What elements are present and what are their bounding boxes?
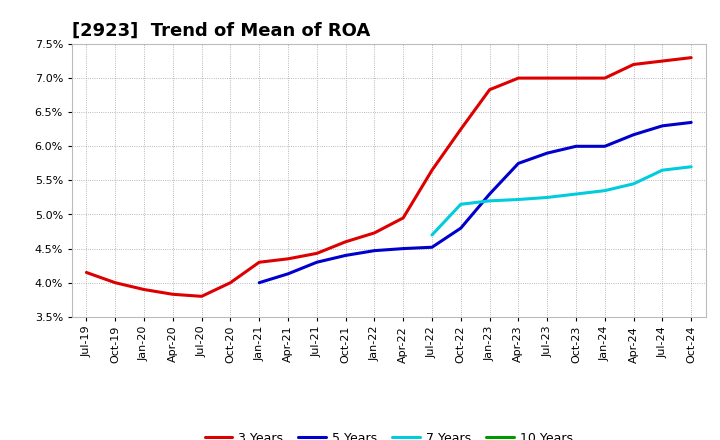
3 Years [572,76,580,81]
3 Years [370,230,379,235]
3 Years [428,168,436,173]
3 Years [226,280,235,286]
3 Years [456,127,465,132]
3 Years [111,280,120,286]
5 Years [514,161,523,166]
5 Years [370,248,379,253]
3 Years [312,251,321,256]
5 Years [485,191,494,197]
7 Years [600,188,609,193]
3 Years [658,59,667,64]
3 Years [341,239,350,245]
7 Years [428,232,436,238]
3 Years [197,294,206,299]
Line: 3 Years: 3 Years [86,58,691,297]
3 Years [255,260,264,265]
3 Years [168,292,177,297]
3 Years [514,76,523,81]
3 Years [140,287,148,292]
Legend: 3 Years, 5 Years, 7 Years, 10 Years: 3 Years, 5 Years, 7 Years, 10 Years [199,427,578,440]
7 Years [514,197,523,202]
3 Years [687,55,696,60]
Line: 5 Years: 5 Years [259,122,691,283]
Text: [2923]  Trend of Mean of ROA: [2923] Trend of Mean of ROA [72,22,370,40]
7 Years [629,181,638,187]
5 Years [284,271,292,276]
5 Years [312,260,321,265]
5 Years [629,132,638,137]
5 Years [658,123,667,128]
5 Years [399,246,408,251]
7 Years [543,195,552,200]
3 Years [543,76,552,81]
7 Years [456,202,465,207]
3 Years [82,270,91,275]
3 Years [629,62,638,67]
3 Years [485,87,494,92]
7 Years [485,198,494,203]
3 Years [284,256,292,261]
5 Years [341,253,350,258]
5 Years [687,120,696,125]
5 Years [600,143,609,149]
7 Years [658,168,667,173]
5 Years [255,280,264,286]
3 Years [600,76,609,81]
7 Years [687,164,696,169]
7 Years [572,191,580,197]
5 Years [428,245,436,250]
3 Years [399,215,408,220]
5 Years [543,150,552,156]
5 Years [456,225,465,231]
Line: 7 Years: 7 Years [432,167,691,235]
5 Years [572,143,580,149]
